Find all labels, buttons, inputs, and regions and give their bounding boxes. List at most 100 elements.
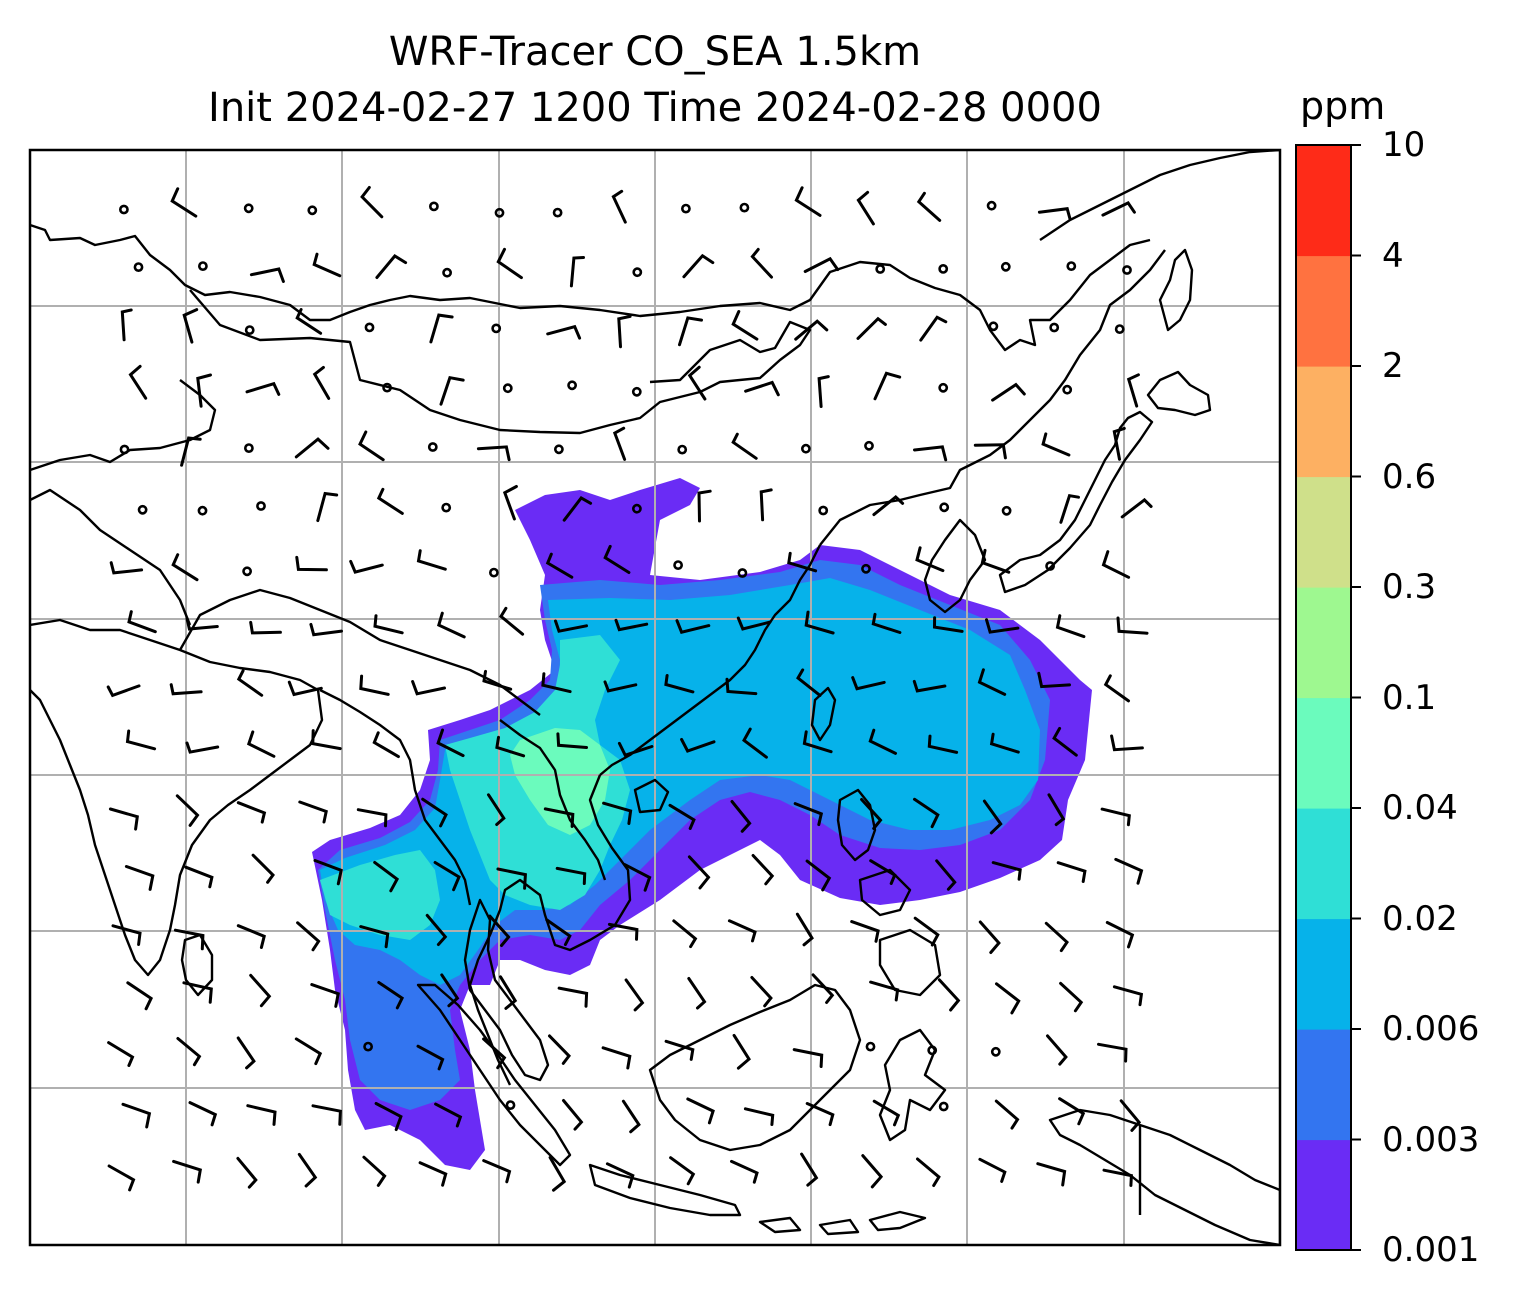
- wind-barb: [249, 267, 285, 283]
- wind-barb: [440, 973, 460, 1008]
- wind-barb: [188, 1101, 218, 1127]
- calm-wind-marker: [631, 386, 642, 397]
- wind-barb: [429, 313, 454, 344]
- wind-barb: [1116, 616, 1149, 635]
- wind-barb: [548, 1156, 567, 1192]
- wind-barb: [989, 732, 1020, 754]
- wind-barb: [298, 800, 328, 824]
- wind-barb: [541, 672, 572, 694]
- wind-barb: [872, 495, 905, 517]
- wind-barb: [196, 373, 212, 408]
- wind-barb: [1059, 981, 1084, 1013]
- coastline-java: [588, 1163, 742, 1217]
- colorbar-tick-label: 10: [1382, 125, 1426, 165]
- calm-wind-marker: [990, 1046, 1001, 1057]
- wind-barb: [607, 922, 639, 941]
- wind-barb: [109, 561, 144, 575]
- wind-barb: [1100, 807, 1131, 827]
- wind-barb: [602, 801, 633, 825]
- wind-barb: [169, 683, 203, 696]
- calm-wind-marker: [938, 382, 949, 393]
- wind-barb: [687, 977, 707, 1010]
- wind-barb: [556, 732, 588, 749]
- wind-barb: [375, 254, 408, 279]
- wind-barb: [236, 1156, 258, 1189]
- colorbar-segment-7: [1296, 366, 1351, 478]
- coastline-luzon: [836, 788, 877, 862]
- wind-barb: [356, 808, 388, 828]
- wind-barb: [1112, 985, 1144, 1007]
- wind-barb: [359, 674, 390, 696]
- wind-barb: [1041, 432, 1071, 457]
- wind-barb: [111, 924, 142, 946]
- wind-barb: [686, 1097, 715, 1125]
- colorbar-tick-label: 4: [1382, 235, 1404, 276]
- wind-barb: [1102, 1168, 1133, 1187]
- wind-barb: [107, 1041, 135, 1067]
- calm-wind-marker: [442, 267, 452, 278]
- calm-wind-marker: [988, 321, 999, 332]
- wind-barb: [128, 364, 148, 400]
- wind-barb: [487, 793, 506, 826]
- wind-barb: [605, 1162, 635, 1189]
- wind-barb: [612, 426, 627, 461]
- wind-barb: [1110, 734, 1144, 752]
- wind-barb: [482, 1159, 512, 1184]
- wind-barb: [601, 1046, 632, 1070]
- wind-barb: [678, 316, 703, 347]
- coastline-japan: [998, 410, 1154, 594]
- wind-barb: [180, 436, 202, 467]
- colorbar-segment-8: [1296, 255, 1351, 367]
- wind-barb: [915, 546, 945, 573]
- wind-barb: [120, 308, 133, 342]
- wind-barb: [311, 729, 342, 751]
- wind-barb: [1036, 1162, 1067, 1187]
- wind-barb: [184, 865, 214, 889]
- calm-wind-marker: [119, 444, 130, 455]
- wind-barb: [434, 1102, 463, 1128]
- wind-barb: [124, 865, 155, 891]
- coastline-mindanao: [878, 928, 942, 997]
- wind-barb: [545, 552, 574, 579]
- wind-barb: [176, 1037, 202, 1067]
- calm-wind-marker: [243, 443, 254, 453]
- wind-barb: [236, 801, 267, 824]
- wind-barb: [804, 610, 835, 635]
- wind-barb: [436, 611, 466, 639]
- wind-barb: [496, 867, 527, 890]
- calm-wind-marker: [818, 505, 829, 516]
- wind-barb: [311, 1104, 342, 1126]
- wind-barb: [554, 619, 588, 633]
- calm-wind-marker: [197, 505, 208, 516]
- wind-barb: [1120, 497, 1153, 519]
- wind-barb: [416, 549, 447, 571]
- wind-barb: [249, 973, 272, 1008]
- wind-barb: [107, 1164, 136, 1192]
- wind-barb: [795, 912, 814, 947]
- calm-wind-marker: [197, 261, 208, 271]
- wind-barb: [687, 855, 711, 890]
- wind-barb: [246, 1104, 277, 1126]
- calm-wind-marker: [1122, 265, 1132, 275]
- calm-wind-marker: [801, 443, 811, 454]
- map-panel: [30, 150, 1280, 1245]
- wind-barb: [360, 186, 384, 219]
- wind-barb: [1052, 726, 1078, 757]
- wind-barb: [170, 187, 198, 218]
- wind-barb: [312, 365, 331, 400]
- wind-barb: [482, 669, 513, 691]
- wind-barb: [603, 680, 638, 693]
- wind-barb: [731, 310, 759, 341]
- wind-barb: [1105, 921, 1135, 949]
- border-central-asia-2: [30, 488, 192, 626]
- wind-barb: [736, 616, 772, 631]
- wind-barb: [555, 866, 587, 885]
- wind-barb: [294, 1037, 323, 1066]
- colorbar-tick-label: 0.02: [1382, 898, 1458, 939]
- wind-barb: [295, 555, 328, 572]
- wind-barb: [697, 489, 712, 523]
- wind-barb: [421, 797, 448, 828]
- wind-barb: [977, 668, 1007, 696]
- wind-barb: [759, 488, 773, 522]
- wind-barb: [794, 319, 829, 341]
